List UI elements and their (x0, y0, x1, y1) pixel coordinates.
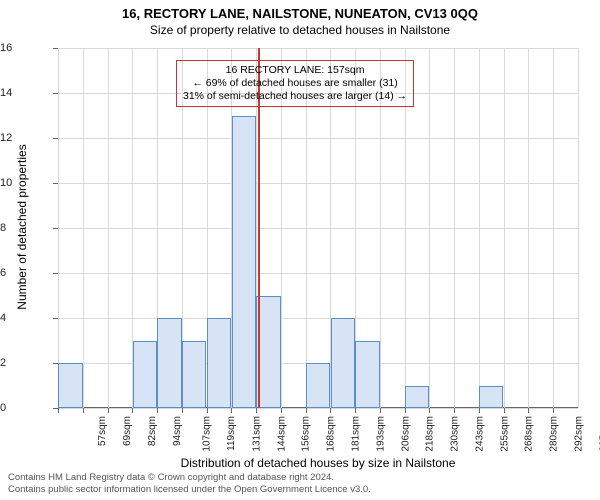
x-tick-mark (231, 408, 232, 413)
histogram-bar (133, 341, 157, 409)
y-tick-mark (53, 318, 58, 319)
grid-line-v (429, 48, 430, 408)
chart-title-sub: Size of property relative to detached ho… (0, 21, 600, 37)
x-tick-mark (157, 408, 158, 413)
grid-line-v (108, 48, 109, 408)
x-tick-label: 230sqm (450, 416, 461, 452)
y-tick-mark (53, 48, 58, 49)
grid-line-h (58, 48, 578, 49)
x-tick-mark (83, 408, 84, 413)
x-tick-mark (108, 408, 109, 413)
grid-line-h (58, 273, 578, 274)
x-tick-label: 255sqm (499, 416, 510, 452)
x-tick-mark (479, 408, 480, 413)
grid-line-v (553, 48, 554, 408)
grid-line-h (58, 138, 578, 139)
histogram-bar (182, 341, 206, 409)
y-tick-mark (53, 138, 58, 139)
x-tick-mark (281, 408, 282, 413)
y-tick-mark (53, 363, 58, 364)
x-tick-label: 82sqm (147, 416, 158, 446)
x-tick-label: 218sqm (425, 416, 436, 452)
x-tick-label: 94sqm (172, 416, 183, 446)
grid-line-v (479, 48, 480, 408)
histogram-bar (331, 318, 355, 408)
x-tick-label: 131sqm (252, 416, 263, 452)
x-tick-label: 107sqm (202, 416, 213, 452)
y-tick-label: 16 (0, 42, 50, 54)
x-tick-label: 119sqm (226, 416, 237, 451)
x-tick-label: 57sqm (97, 416, 108, 446)
x-tick-label: 193sqm (375, 416, 386, 452)
x-tick-mark (380, 408, 381, 413)
grid-line-h (58, 408, 578, 409)
x-tick-mark (405, 408, 406, 413)
x-tick-mark (504, 408, 505, 413)
histogram-bar (479, 386, 503, 409)
grid-line-v (578, 48, 579, 408)
x-tick-mark (429, 408, 430, 413)
histogram-bar (58, 363, 82, 408)
x-tick-label: 243sqm (474, 416, 485, 452)
y-tick-mark (53, 183, 58, 184)
y-tick-label: 14 (0, 87, 50, 99)
y-axis-title: Number of detached properties (15, 137, 29, 317)
footer-line-2: Contains public sector information licen… (8, 484, 371, 496)
tooltip-box: 16 RECTORY LANE: 157sqm← 69% of detached… (176, 60, 414, 107)
x-tick-mark (207, 408, 208, 413)
x-tick-mark (528, 408, 529, 413)
grid-line-v (504, 48, 505, 408)
x-tick-label: 181sqm (351, 416, 362, 452)
grid-line-v (58, 48, 59, 408)
y-tick-label: 2 (0, 357, 50, 369)
histogram-bar (207, 318, 231, 408)
x-tick-label: 292sqm (573, 416, 584, 452)
x-tick-label: 268sqm (524, 416, 535, 452)
x-tick-mark (58, 408, 59, 413)
x-tick-label: 168sqm (326, 416, 337, 452)
x-tick-label: 280sqm (549, 416, 560, 452)
tooltip-line: 31% of semi-detached houses are larger (… (183, 90, 407, 103)
histogram-bar (405, 386, 429, 409)
x-tick-mark (182, 408, 183, 413)
grid-line-h (58, 183, 578, 184)
grid-line-v (528, 48, 529, 408)
footer-line-1: Contains HM Land Registry data © Crown c… (8, 472, 371, 484)
x-tick-label: 69sqm (122, 416, 133, 446)
tooltip-line: 16 RECTORY LANE: 157sqm (183, 64, 407, 77)
x-axis-title: Distribution of detached houses by size … (58, 456, 578, 470)
plot-area: 16 RECTORY LANE: 157sqm← 69% of detached… (58, 48, 578, 408)
x-tick-mark (330, 408, 331, 413)
y-tick-mark (53, 273, 58, 274)
histogram-bar (306, 363, 330, 408)
y-tick-mark (53, 93, 58, 94)
histogram-bar (355, 341, 379, 409)
grid-line-h (58, 228, 578, 229)
grid-line-v (83, 48, 84, 408)
x-tick-label: 206sqm (400, 416, 411, 452)
x-tick-mark (306, 408, 307, 413)
x-tick-mark (132, 408, 133, 413)
grid-line-h (58, 318, 578, 319)
histogram-bar (232, 116, 256, 409)
x-tick-mark (256, 408, 257, 413)
grid-line-v (454, 48, 455, 408)
footer-attribution: Contains HM Land Registry data © Crown c… (8, 472, 371, 496)
x-tick-mark (454, 408, 455, 413)
x-tick-label: 156sqm (301, 416, 312, 452)
y-tick-label: 0 (0, 402, 50, 414)
tooltip-line: ← 69% of detached houses are smaller (31… (183, 77, 407, 90)
y-tick-mark (53, 228, 58, 229)
chart-title-main: 16, RECTORY LANE, NAILSTONE, NUNEATON, C… (0, 0, 600, 21)
histogram-bar (157, 318, 181, 408)
x-tick-label: 144sqm (276, 416, 287, 452)
chart-container: 16, RECTORY LANE, NAILSTONE, NUNEATON, C… (0, 0, 600, 500)
x-tick-mark (355, 408, 356, 413)
x-tick-mark (553, 408, 554, 413)
